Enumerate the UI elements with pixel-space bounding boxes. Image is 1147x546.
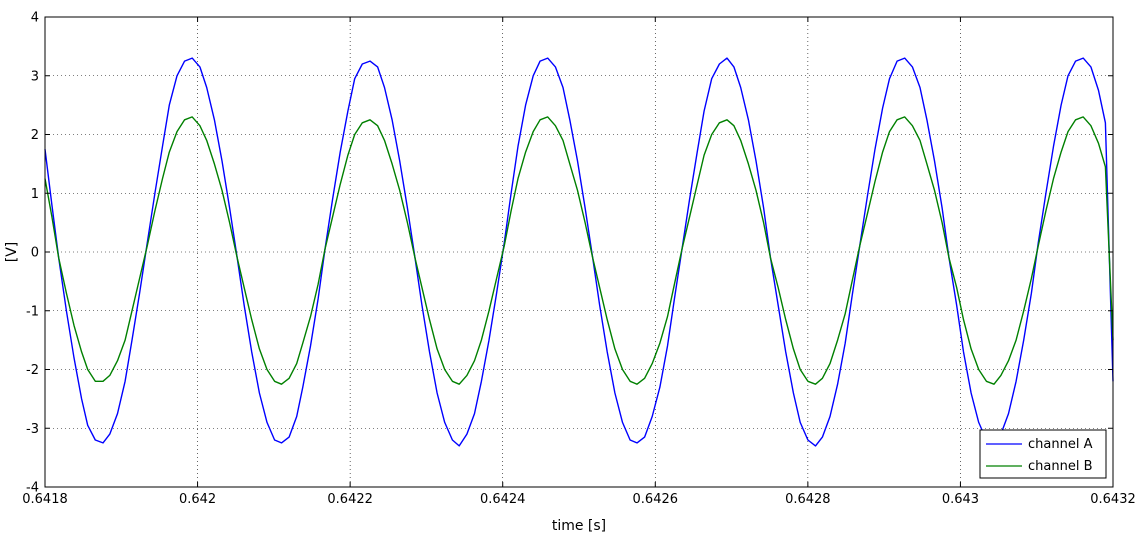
series-line-channel-a [44,57,1114,447]
legend-label-channel-a: channel A [1028,437,1093,452]
y-tick-label: -1 [26,304,39,319]
y-tick-label: 2 [31,128,39,143]
y-tick-label: 3 [31,69,39,84]
legend: channel A channel B [979,429,1107,479]
y-tick-label: -3 [26,422,39,437]
ticks: 0.6418 0.642 0.6422 0.6424 0.6426 0.6428 0.643… [22,11,1136,508]
y-tick-label: 1 [31,187,39,202]
x-tick-label: 0.6422 [327,492,373,507]
x-tick-label: 0.6432 [1090,492,1136,507]
y-tick-label: 4 [31,11,39,26]
legend-label-channel-b: channel B [1028,459,1093,474]
grid [45,17,1113,487]
x-axis-label: time [s] [552,518,606,534]
x-tick-label: 0.6428 [785,492,831,507]
series-line-channel-b [44,116,1114,385]
series-lines [44,57,1114,447]
y-tick-label: -2 [26,363,39,378]
y-tick-label: 0 [31,246,39,261]
x-tick-label: 0.6418 [22,492,68,507]
x-tick-label: 0.6426 [633,492,679,507]
legend-box [979,429,1107,479]
x-tick-label: 0.6424 [480,492,526,507]
x-tick-label: 0.642 [179,492,216,507]
x-tick-label: 0.643 [942,492,979,507]
y-axis-label: [V] [4,242,20,263]
y-tick-label: -4 [26,481,39,496]
